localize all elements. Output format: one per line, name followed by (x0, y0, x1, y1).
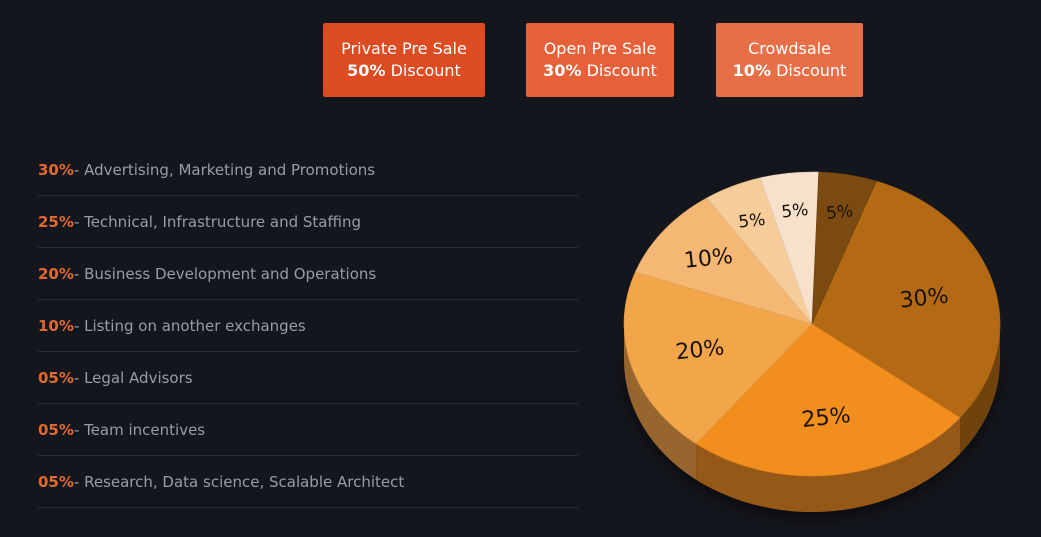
allocation-list: 30% - Advertising, Marketing and Promotio… (38, 144, 578, 508)
pie-label-6: 5% (825, 201, 854, 224)
crowdsale-box: Crowdsale 10% Discount (716, 23, 863, 97)
allocation-item: 05% - Research, Data science, Scalable Ar… (38, 456, 578, 508)
allocation-item: 05% - Team incentives (38, 404, 578, 456)
allocation-label: - Advertising, Marketing and Promotions (73, 160, 376, 179)
allocation-item: 25% - Technical, Infrastructure and Staff… (38, 196, 578, 248)
allocation-item: 30% - Advertising, Marketing and Promotio… (38, 144, 578, 196)
crowdsale-discount: 10% Discount (732, 61, 847, 80)
allocation-pct: 25% (38, 212, 74, 231)
pie-slice-3 (634, 197, 813, 325)
pie-side-0 (960, 324, 1000, 454)
pie-label-4: 5% (737, 210, 766, 233)
allocation-item: 05% - Legal Advisors (38, 352, 578, 404)
pie-depth (624, 324, 1000, 512)
open-pre-sale-discount: 30% Discount (543, 61, 657, 80)
allocation-pct: 10% (38, 316, 74, 335)
allocation-pct: 05% (38, 368, 74, 387)
private-pre-sale-box: Private Pre Sale 50% Discount (323, 23, 485, 97)
allocation-label: - Business Development and Operations (73, 264, 377, 283)
allocation-label: - Listing on another exchanges (73, 316, 306, 335)
allocation-item: 20% - Business Development and Operations (38, 248, 578, 300)
allocation-label: - Team incentives (73, 420, 206, 439)
pie-label-2: 20% (674, 335, 725, 365)
pie-label-1: 25% (801, 403, 852, 433)
allocation-item: 10% - Listing on another exchanges (38, 300, 578, 352)
pie-slice-2 (623, 271, 813, 445)
allocation-pie-chart: 30%25%20%10%5% 5% 5% (623, 171, 1001, 512)
crowdsale-title: Crowdsale (748, 39, 831, 58)
allocation-pct: 05% (38, 420, 74, 439)
pie-side-1 (696, 417, 961, 512)
allocation-pct: 30% (38, 160, 74, 179)
pie-label-0: 30% (899, 284, 950, 314)
pie-labels: 30%25%20%10%5% 5% 5% (674, 200, 949, 433)
pie-slice-1 (695, 323, 961, 477)
open-pre-sale-title: Open Pre Sale (543, 39, 657, 58)
open-pre-sale-box: Open Pre Sale 30% Discount (526, 23, 674, 97)
pie-slices (623, 171, 1001, 477)
private-pre-sale-title: Private Pre Sale (341, 39, 467, 58)
pie-slice-0 (811, 180, 1001, 419)
pie-label-5: 5% (780, 200, 809, 223)
pie-slice-6 (811, 171, 877, 325)
allocation-label: - Legal Advisors (73, 368, 193, 387)
private-pre-sale-discount: 50% Discount (347, 61, 461, 80)
allocation-label: - Research, Data science, Scalable Archi… (73, 472, 405, 491)
allocation-pct: 05% (38, 472, 74, 491)
allocation-label: - Technical, Infrastructure and Staffing (73, 212, 362, 231)
allocation-pct: 20% (38, 264, 74, 283)
pie-label-3: 10% (683, 244, 734, 274)
pie-side-2 (624, 324, 697, 480)
